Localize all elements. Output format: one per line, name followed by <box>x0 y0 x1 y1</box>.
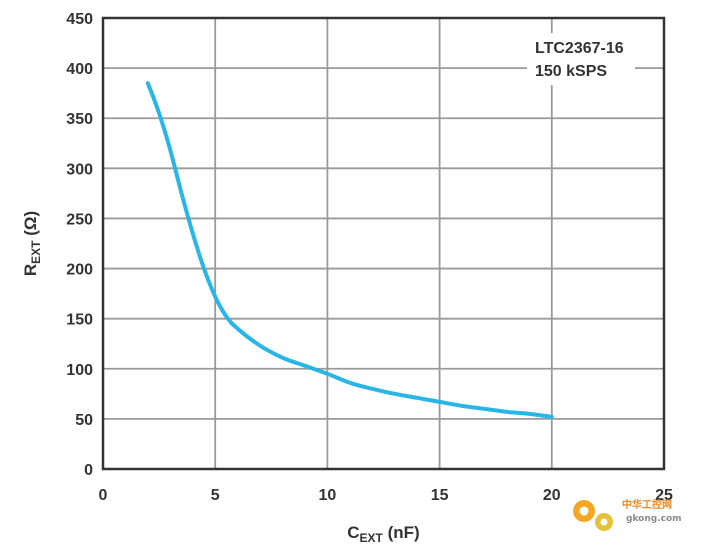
annotation-line-1: LTC2367-16 <box>535 40 624 57</box>
y-tick-label: 250 <box>66 211 93 228</box>
y-tick-label: 0 <box>84 462 93 479</box>
series-group <box>145 81 554 419</box>
y-tick-label: 150 <box>66 312 93 329</box>
y-tick-label: 50 <box>75 412 93 429</box>
grid <box>102 17 665 470</box>
x-tick-label: 5 <box>211 487 220 504</box>
x-axis-label-unit: (nF) <box>383 523 420 542</box>
y-axis-label: REXT (Ω) <box>21 211 43 276</box>
gear-icon <box>573 500 613 531</box>
x-tick-label: 0 <box>99 487 108 504</box>
x-axis-label-subscript: EXT <box>360 531 384 545</box>
watermark: 中华工控网 gkong.com <box>573 498 682 531</box>
annotation-background <box>527 33 635 85</box>
y-axis-label-unit: (Ω) <box>21 211 40 241</box>
y-tick-label: 300 <box>66 161 93 178</box>
y-tick-label: 350 <box>66 111 93 128</box>
x-tick-label: 25 <box>655 487 673 504</box>
y-tick-labels: 0 50 100 150 200 250 300 350 400 450 <box>66 11 93 479</box>
series-line <box>145 81 554 419</box>
watermark-text: 中华工控网 <box>622 498 672 511</box>
y-tick-label: 450 <box>66 11 93 28</box>
x-tick-label: 10 <box>319 487 337 504</box>
plot-frame <box>101 16 666 471</box>
x-axis-label-main: C <box>347 523 359 542</box>
x-tick-label: 15 <box>431 487 449 504</box>
y-axis-label-main: R <box>21 264 40 276</box>
watermark-subtext: gkong.com <box>626 514 682 524</box>
annotation-line-2: 150 kSPS <box>535 63 607 80</box>
y-tick-label: 400 <box>66 61 93 78</box>
x-tick-label: 20 <box>543 487 561 504</box>
y-tick-label: 100 <box>66 362 93 379</box>
x-axis-label: CEXT (nF) <box>347 523 419 545</box>
y-axis-label-subscript: EXT <box>29 240 43 264</box>
x-tick-labels: 0 5 10 15 20 25 <box>99 487 673 504</box>
y-tick-label: 200 <box>66 262 93 279</box>
